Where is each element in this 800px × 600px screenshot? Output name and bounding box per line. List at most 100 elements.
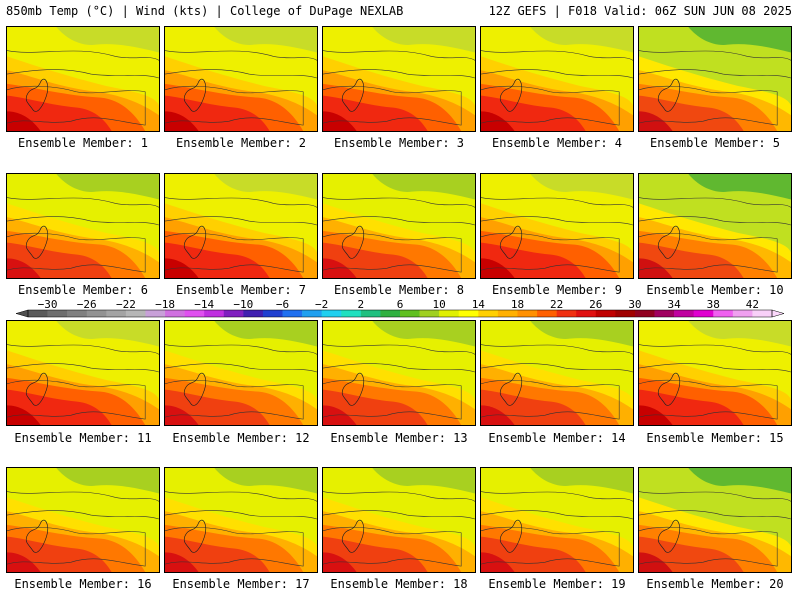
colorbar-tick-label: 6: [397, 298, 404, 311]
ensemble-map: [638, 173, 792, 279]
temperature-band: [481, 389, 586, 425]
temperature-field: [639, 27, 791, 131]
height-contour: [323, 216, 475, 226]
colorbar-swatch: [165, 310, 185, 317]
colorbar-max-arrow: [771, 309, 785, 318]
temperature-field: [7, 27, 159, 131]
colorbar-tick-label: 34: [667, 298, 681, 311]
terrain-outline: [25, 372, 49, 406]
height-contour: [165, 363, 317, 373]
height-contour: [323, 363, 475, 373]
ensemble-map: [6, 467, 160, 573]
cool-region: [214, 468, 317, 494]
height-contour: [7, 526, 146, 567]
cool-region: [688, 27, 791, 53]
height-contour: [7, 216, 159, 226]
panel-caption: Ensemble Member: 18: [330, 577, 468, 591]
terrain-outline: [341, 519, 365, 553]
height-contour: [323, 526, 462, 567]
colorbar-tick-label: −2: [315, 298, 328, 311]
ensemble-map: [638, 467, 792, 573]
terrain-outline: [499, 225, 523, 259]
cool-region: [372, 321, 475, 347]
colorbar-swatch: [419, 310, 440, 317]
height-contour: [323, 232, 462, 273]
colorbar-swatch: [204, 310, 225, 317]
colorbar-swatch: [634, 310, 655, 317]
ensemble-map: [638, 320, 792, 426]
height-contour: [165, 69, 317, 79]
height-contour: [639, 50, 791, 61]
terrain-outline: [657, 519, 681, 553]
temperature-band: [481, 95, 586, 131]
height-contour: [165, 510, 317, 520]
temperature-field: [639, 468, 791, 572]
height-contour: [639, 363, 791, 373]
height-contour: [323, 491, 475, 502]
height-contour: [165, 379, 304, 420]
panel-caption: Ensemble Member: 17: [172, 577, 310, 591]
panel-caption: Ensemble Member: 10: [646, 283, 784, 297]
cool-region: [530, 468, 633, 494]
ensemble-map: [322, 26, 476, 132]
colorbar-swatch: [576, 310, 597, 317]
height-contour: [639, 379, 778, 420]
ensemble-map: [164, 26, 318, 132]
cool-region: [530, 27, 633, 53]
colorbar-swatch: [243, 310, 264, 317]
height-contour: [639, 85, 778, 126]
ensemble-map: [6, 173, 160, 279]
height-contour: [639, 526, 778, 567]
colorbar-tick-label: 38: [707, 298, 720, 311]
colorbar-swatch: [86, 310, 107, 317]
terrain-outline: [183, 372, 207, 406]
colorbar-min-arrow: [15, 309, 29, 318]
ensemble-map: [480, 320, 634, 426]
cool-region: [56, 174, 159, 200]
colorbar-swatch: [341, 310, 362, 317]
height-contour: [481, 526, 620, 567]
panel-caption: Ensemble Member: 20: [646, 577, 784, 591]
terrain-outline: [183, 78, 207, 112]
temperature-field: [639, 174, 791, 278]
cool-region: [214, 174, 317, 200]
colorbar-tick-label: 2: [358, 298, 365, 311]
panel-caption: Ensemble Member: 14: [488, 431, 626, 445]
terrain-outline: [499, 372, 523, 406]
height-contour: [165, 232, 304, 273]
terrain-outline: [657, 372, 681, 406]
temperature-field: [7, 321, 159, 425]
colorbar-swatch: [380, 310, 401, 317]
colorbar-swatch: [615, 310, 636, 317]
temperature-field: [639, 321, 791, 425]
temperature-band: [639, 389, 744, 425]
colorbar-swatch: [28, 310, 48, 317]
terrain-outline: [183, 519, 207, 553]
colorbar-swatch: [654, 310, 675, 317]
height-contour: [639, 344, 791, 355]
panel-caption: Ensemble Member: 4: [491, 136, 623, 150]
height-contour: [323, 379, 462, 420]
ensemble-map: [6, 320, 160, 426]
height-contour: [481, 232, 620, 273]
colorbar-tick-label: 22: [550, 298, 563, 311]
height-contour: [481, 510, 633, 520]
colorbar-svg: −30 −26 −22 −18 −14 −10 −6 −2 2 6 10 14 18 22 26 30 34 38…: [15, 298, 785, 318]
ensemble-map: [322, 467, 476, 573]
colorbar-tick-label: −10: [233, 298, 253, 311]
panel-caption: Ensemble Member: 9: [491, 283, 623, 297]
colorbar-tick-label: 18: [511, 298, 524, 311]
temperature-band: [639, 242, 744, 278]
temperature-band: [165, 536, 270, 572]
ensemble-map: [480, 26, 634, 132]
temperature-field: [165, 27, 317, 131]
height-contour: [7, 510, 159, 520]
colorbar-swatch: [400, 310, 420, 317]
cool-region: [688, 174, 791, 200]
colorbar-swatch: [517, 310, 538, 317]
terrain-outline: [341, 225, 365, 259]
temperature-band: [481, 536, 586, 572]
colorbar-tick-label: −22: [116, 298, 136, 311]
height-contour: [165, 216, 317, 226]
height-contour: [7, 69, 159, 79]
